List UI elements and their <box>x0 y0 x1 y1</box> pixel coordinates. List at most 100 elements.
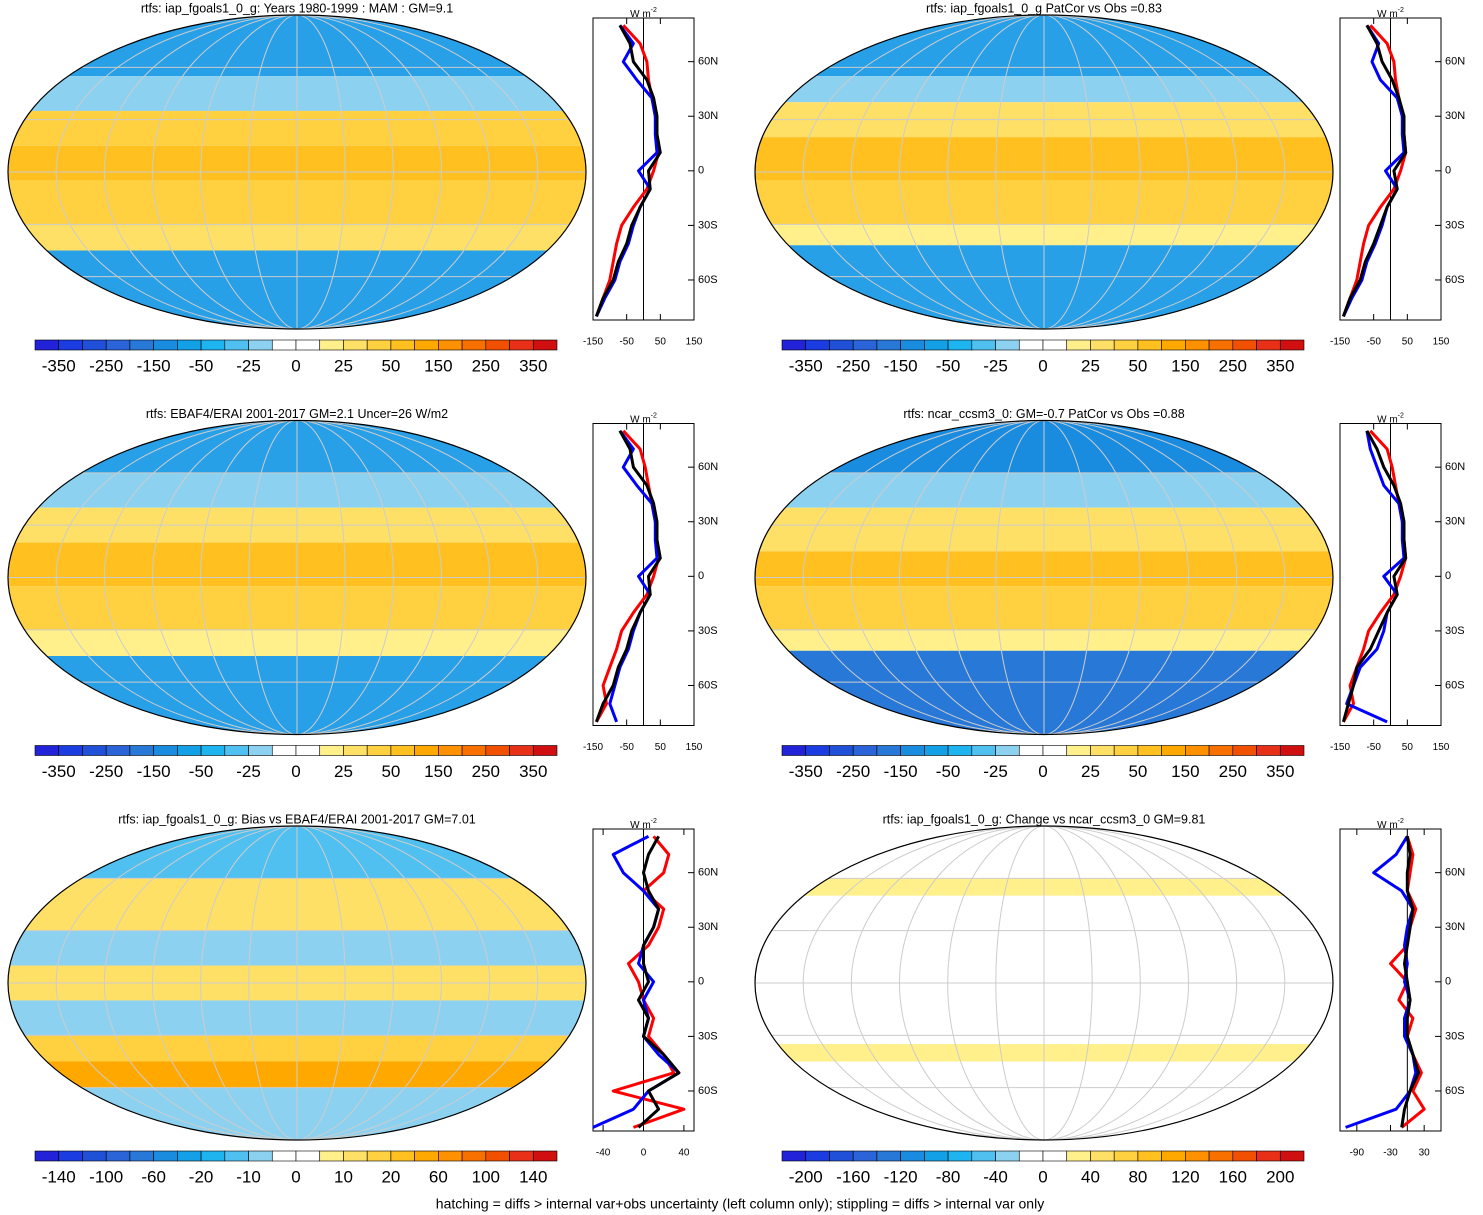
colorbar-label: -160 <box>836 1167 870 1186</box>
colorbar-label: -50 <box>936 356 961 375</box>
colorbar-box <box>509 339 534 351</box>
colorbar-box <box>129 745 154 756</box>
y-tick-label: 30S <box>698 219 718 231</box>
units-label: W m-2 <box>1377 412 1404 425</box>
y-tick-label: 30N <box>698 110 718 122</box>
y-tick-label: 60S <box>1445 274 1465 286</box>
profile-line <box>595 429 661 723</box>
x-tick-label: 50 <box>655 742 667 753</box>
colorbar-label: -60 <box>141 1167 166 1186</box>
colorbar-label: 25 <box>334 356 353 375</box>
colorbar-box <box>1161 339 1186 351</box>
meridian <box>200 826 394 1140</box>
colorbar-label: 0 <box>1038 762 1047 781</box>
colorbar-box <box>1232 339 1257 351</box>
colorbar-box <box>1066 745 1091 756</box>
meridian <box>55 15 539 329</box>
colorbar-box <box>82 1150 107 1162</box>
colorbar-box <box>1161 745 1186 756</box>
panel: rtfs: iap_fgoals1_0_g: Years 1980-1999 :… <box>7 1 718 375</box>
y-tick-label: 60N <box>698 867 718 879</box>
y-tick-label: 30N <box>1445 921 1465 933</box>
colorbar-label: 250 <box>1219 356 1247 375</box>
x-tick-label: 150 <box>1433 337 1450 348</box>
colorbar-label: 350 <box>519 762 547 781</box>
colorbar-box <box>390 745 415 756</box>
profile-line <box>1341 24 1408 317</box>
meridian <box>103 420 491 735</box>
meridian <box>899 420 1189 735</box>
colorbar-label: 350 <box>1266 356 1294 375</box>
colorbar-box <box>924 1150 949 1162</box>
colorbar-box <box>1042 745 1068 756</box>
y-tick-label: 30S <box>1445 1030 1465 1042</box>
colorbar-label: -250 <box>89 356 123 375</box>
y-tick-label: 60S <box>698 274 718 286</box>
colorbar-box <box>485 1150 510 1162</box>
colorbar-box <box>366 745 392 756</box>
colorbar-label: 150 <box>424 762 452 781</box>
colorbar-label: 120 <box>1171 1167 1199 1186</box>
colorbar-box <box>1113 339 1139 351</box>
profile-line <box>1345 835 1418 1129</box>
colorbar-box <box>1208 745 1234 756</box>
colorbar-box <box>852 339 878 351</box>
meridian <box>802 15 1286 329</box>
profile-line <box>594 24 661 317</box>
colorbar-box <box>224 339 249 351</box>
colorbar-box <box>34 745 60 756</box>
colorbar-box <box>295 1150 321 1162</box>
colorbar-label: -150 <box>137 356 171 375</box>
profile-line <box>1345 430 1406 724</box>
colorbar-label: 350 <box>1266 762 1294 781</box>
colorbar-box <box>829 339 854 351</box>
x-tick-label: -50 <box>619 742 634 753</box>
units-exponent: -2 <box>651 412 657 419</box>
colorbar-label: -350 <box>789 356 823 375</box>
colorbar-label: 150 <box>1171 762 1199 781</box>
colorbar-box <box>438 339 463 351</box>
meridian <box>248 826 346 1140</box>
colorbar-box <box>1208 339 1234 351</box>
map-border <box>754 825 1334 1141</box>
colorbar-box <box>805 745 830 756</box>
colorbar-box <box>1256 1150 1281 1162</box>
y-tick-label: 0 <box>1445 165 1451 177</box>
y-tick-label: 60S <box>1445 1085 1465 1097</box>
colorbar-box <box>829 1150 854 1162</box>
colorbar-label: 25 <box>334 762 353 781</box>
meridian <box>850 826 1238 1140</box>
meridian <box>248 420 346 735</box>
y-tick-label: 0 <box>1445 570 1451 582</box>
colorbar-box <box>1018 745 1044 756</box>
map-field <box>755 15 1333 329</box>
meridian <box>152 826 442 1140</box>
colorbar-box <box>1279 1150 1305 1162</box>
x-tick-label: -150 <box>1330 337 1350 348</box>
y-tick-label: 30N <box>698 516 718 528</box>
panel: rtfs: iap_fgoals1_0_g: Change vs ncar_cc… <box>754 812 1465 1186</box>
colorbar-label: -40 <box>983 1167 1008 1186</box>
x-tick-label: -150 <box>583 337 603 348</box>
y-tick-label: 0 <box>698 165 704 177</box>
colorbar-box <box>509 1150 534 1162</box>
colorbar-box <box>390 1150 415 1162</box>
profile-frame <box>1339 828 1442 1132</box>
colorbar-box <box>248 339 273 351</box>
meridian <box>200 15 394 329</box>
colorbar-label: -250 <box>836 356 870 375</box>
colorbar-label: 50 <box>381 356 400 375</box>
colorbar-box <box>900 339 925 351</box>
colorbar-label: 25 <box>1081 762 1100 781</box>
x-tick-label: 40 <box>678 1148 690 1159</box>
colorbar-label: 20 <box>381 1167 400 1186</box>
colorbar-box <box>153 745 178 756</box>
colorbar-label: -25 <box>236 356 261 375</box>
y-tick-label: 60N <box>1445 867 1465 879</box>
y-tick-label: 60S <box>698 679 718 691</box>
colorbar-box <box>852 1150 878 1162</box>
profile-line <box>1341 430 1408 723</box>
colorbar-box <box>1232 1150 1257 1162</box>
colorbar-box <box>343 339 368 351</box>
colorbar-box <box>438 745 463 756</box>
